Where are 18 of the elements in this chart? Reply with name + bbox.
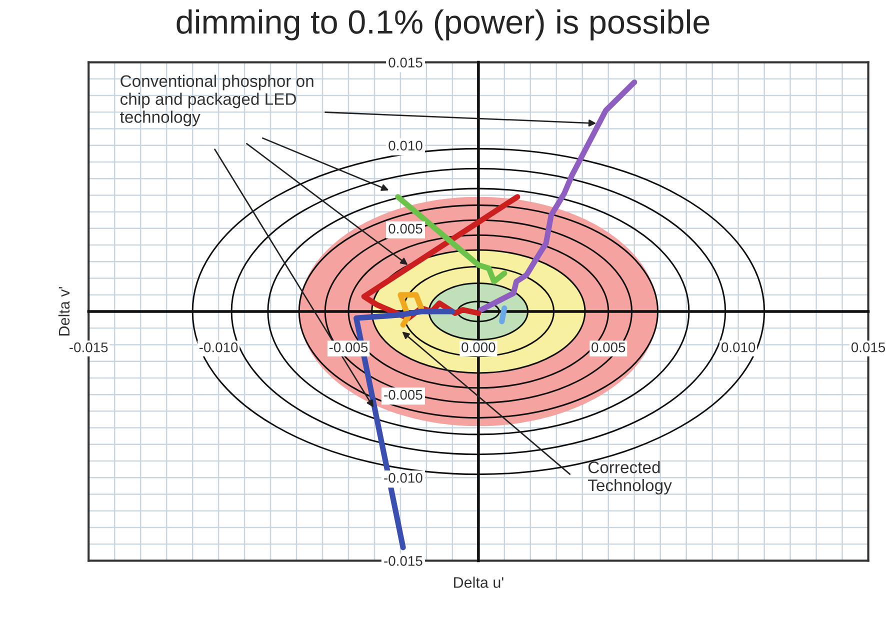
chart-title: dimming to 0.1% (power) is possible	[176, 9, 710, 40]
y-tick-label: 0.015	[388, 58, 422, 68]
x-tick-label: -0.015	[70, 342, 108, 352]
x-tick-label: -0.005	[329, 342, 368, 352]
y-tick-label: -0.010	[384, 472, 422, 483]
y-tick-label: -0.015	[384, 556, 422, 566]
x-tick-label: -0.010	[199, 342, 238, 352]
y-tick-label: 0.005	[388, 224, 422, 234]
y-axis-title: Delta v'	[58, 287, 70, 336]
x-axis-title: Delta u'	[454, 576, 504, 588]
x-tick-label: 0.010	[722, 342, 756, 352]
annotation: Conventional phosphor on chip and packaged LED technology	[120, 74, 314, 126]
y-tick-label: -0.005	[384, 390, 422, 400]
x-tick-label: 0.005	[592, 342, 626, 352]
x-tick-label: 0.000	[462, 342, 496, 352]
y-tick-label: 0.010	[388, 140, 422, 151]
x-tick-label: 0.015	[851, 342, 886, 352]
annotation: Corrected Technology	[588, 461, 672, 495]
